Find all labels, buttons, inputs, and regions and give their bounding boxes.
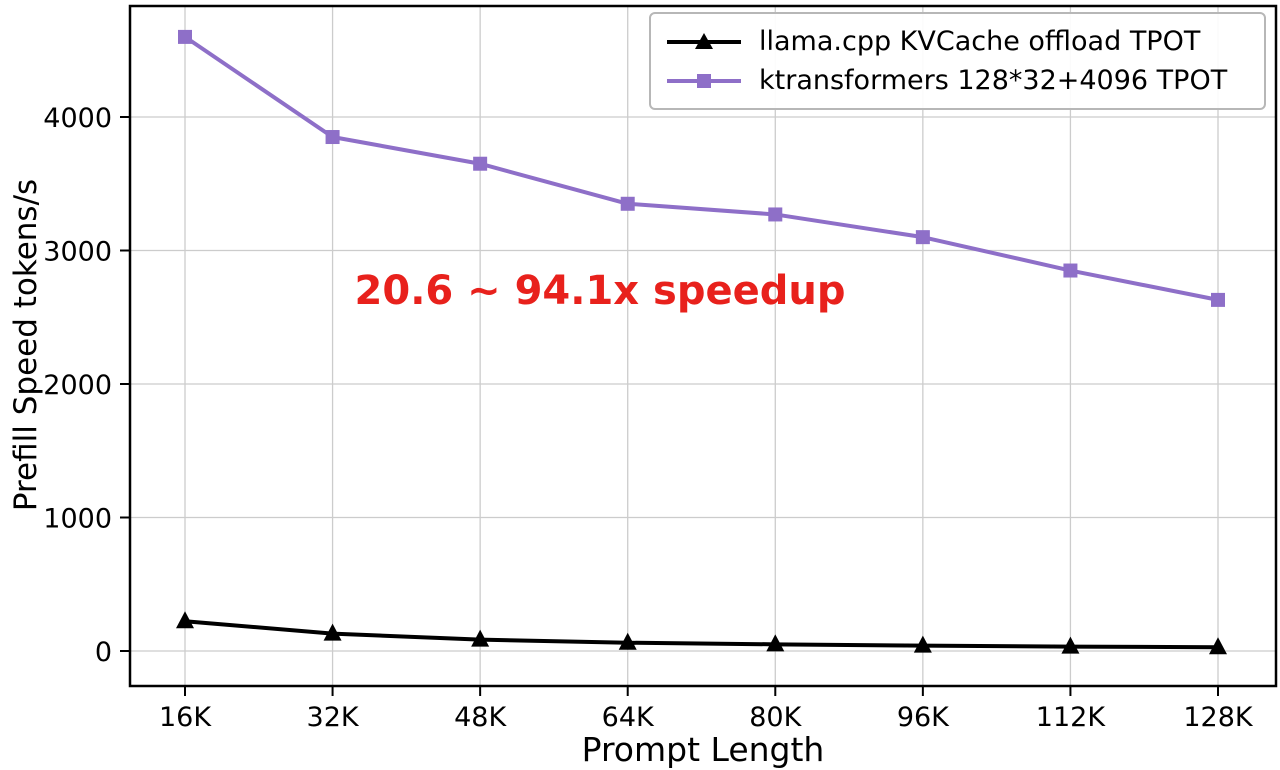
y-tick-label: 4000 <box>43 103 112 134</box>
x-tick-label: 16K <box>159 702 212 733</box>
speedup-annotation: 20.6 ~ 94.1x speedup <box>354 268 846 314</box>
triangle-marker <box>471 629 490 647</box>
legend-entry-llama-cpp: llama.cpp KVCache offload TPOT <box>665 26 1250 57</box>
x-tick-label: 96K <box>897 702 950 733</box>
plot-border <box>128 4 1278 688</box>
series-line-ktransformers <box>183 35 1219 302</box>
legend-label: llama.cpp KVCache offload TPOT <box>759 26 1201 57</box>
square-marker <box>915 230 930 245</box>
triangle-marker <box>1061 636 1080 654</box>
y-tick-label: 2000 <box>43 370 112 401</box>
square-marker <box>768 207 783 222</box>
x-axis-label: Prompt Length <box>581 730 825 769</box>
square-line-sample-icon <box>667 73 741 88</box>
x-tick-label: 64K <box>602 702 655 733</box>
square-marker <box>620 196 635 211</box>
triangle-marker <box>913 635 932 653</box>
triangle-line-sample-icon <box>667 32 741 49</box>
legend: llama.cpp KVCache offload TPOT ktransform… <box>649 12 1266 110</box>
square-marker <box>178 29 192 44</box>
x-tick-label: 128K <box>1183 702 1254 733</box>
square-marker <box>1063 263 1078 278</box>
legend-entry-ktransformers: ktransformers 128*32+4096 TPOT <box>665 65 1250 96</box>
x-tick-label: 112K <box>1036 702 1107 733</box>
y-tick-label: 1000 <box>43 504 112 535</box>
legend-label: ktransformers 128*32+4096 TPOT <box>759 65 1228 96</box>
square-marker <box>325 130 340 145</box>
square-marker <box>1211 292 1225 307</box>
triangle-marker <box>695 32 713 49</box>
y-tick-label: 3000 <box>43 237 112 268</box>
triangle-marker <box>618 632 637 650</box>
triangle-marker <box>766 634 785 652</box>
triangle-marker <box>1209 637 1227 655</box>
x-tick-label: 32K <box>307 702 360 733</box>
triangle-marker <box>323 623 342 641</box>
series-line-llama-cpp <box>184 619 1219 650</box>
triangle-marker <box>176 611 194 629</box>
y-tick-label: 0 <box>95 637 112 668</box>
x-tick-label: 80K <box>749 702 802 733</box>
x-tick-label: 48K <box>454 702 507 733</box>
square-marker <box>697 73 711 88</box>
y-axis-label: Prefill Speed tokens/s <box>8 178 44 512</box>
square-marker <box>473 156 488 171</box>
